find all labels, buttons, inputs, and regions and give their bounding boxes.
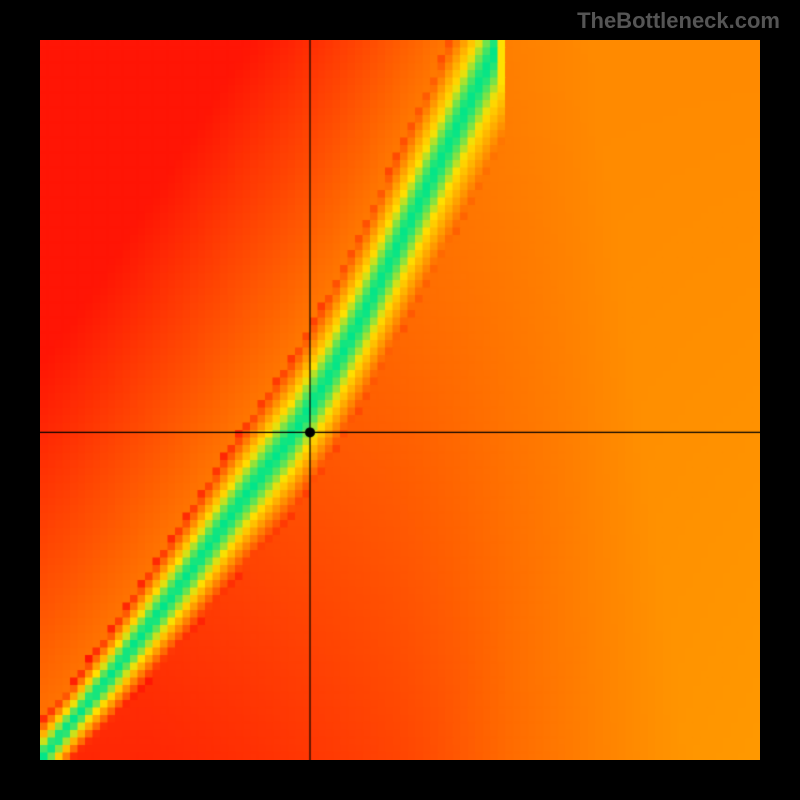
chart-container: TheBottleneck.com xyxy=(0,0,800,800)
watermark-text: TheBottleneck.com xyxy=(577,8,780,34)
heatmap-canvas xyxy=(40,40,760,760)
heatmap-plot xyxy=(40,40,760,760)
